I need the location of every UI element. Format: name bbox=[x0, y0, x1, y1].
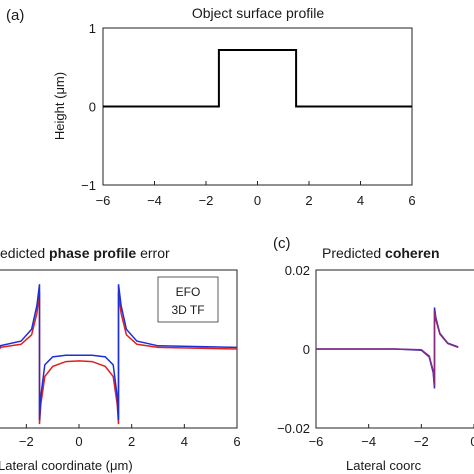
chart-a-xtick: 6 bbox=[408, 193, 415, 208]
chart-a: (a) Object surface profile Height (μm) −… bbox=[6, 5, 416, 208]
chart-b-legend-efo: EFO bbox=[176, 285, 201, 299]
chart-b-legend bbox=[157, 276, 219, 323]
chart-b-series-3d-tf bbox=[0, 292, 238, 425]
chart-c-title-part: Predicted bbox=[322, 245, 385, 261]
panel-label-c: (c) bbox=[273, 235, 291, 252]
chart-a-series-profile bbox=[103, 49, 412, 108]
chart-c-series-efo bbox=[316, 307, 459, 389]
chart-c-xtick: −6 bbox=[309, 434, 324, 449]
chart-a-title: Object surface profile bbox=[192, 5, 324, 21]
chart-c-title: Predicted coheren bbox=[322, 245, 440, 261]
chart-b-title-part-bold: phase profile bbox=[49, 245, 136, 261]
chart-c-xlabel: Lateral coorc bbox=[346, 458, 422, 473]
chart-a-ylabel: Height (μm) bbox=[52, 72, 67, 140]
chart-b-title-part: error bbox=[136, 245, 170, 261]
chart-c-xtick: −2 bbox=[414, 434, 429, 449]
chart-a-xtick: 0 bbox=[254, 193, 261, 208]
chart-c-ytick: −0.02 bbox=[277, 421, 310, 436]
chart-b-ticks bbox=[25, 424, 238, 428]
chart-b-xtick: 6 bbox=[233, 434, 240, 449]
chart-c: (c) Predicted coheren −6 −4 −2 0 0.02 0 … bbox=[273, 235, 474, 473]
chart-a-xtick: −4 bbox=[147, 193, 162, 208]
chart-b-xlabel: Lateral coordinate (μm) bbox=[0, 458, 133, 473]
chart-b-xtick: 0 bbox=[75, 434, 82, 449]
chart-c-ytick: 0 bbox=[303, 342, 310, 357]
chart-b-xtick: 4 bbox=[181, 434, 188, 449]
chart-b: edicted phase profile error −2 0 2 4 6 L… bbox=[0, 245, 241, 473]
chart-b-xtick: −2 bbox=[19, 434, 34, 449]
chart-c-series-3d-tf bbox=[316, 310, 459, 387]
chart-b-title-part: edicted bbox=[0, 245, 49, 261]
chart-a-ytick: −1 bbox=[81, 178, 96, 193]
chart-c-xtick: 0 bbox=[470, 434, 474, 449]
chart-a-xtick: −6 bbox=[96, 193, 111, 208]
chart-a-ytick: 1 bbox=[89, 21, 96, 36]
chart-a-ytick: 0 bbox=[89, 100, 96, 115]
chart-c-ytick: 0.02 bbox=[285, 263, 310, 278]
chart-a-xtick: 2 bbox=[305, 193, 312, 208]
chart-a-xtick: −2 bbox=[199, 193, 214, 208]
chart-a-xtick: 4 bbox=[357, 193, 364, 208]
chart-c-title-part-bold: coheren bbox=[385, 245, 439, 261]
chart-b-legend-3d-tf: 3D TF bbox=[171, 303, 204, 317]
panel-label-a: (a) bbox=[6, 7, 24, 24]
chart-b-xtick: 2 bbox=[128, 434, 135, 449]
chart-c-xtick: −4 bbox=[361, 434, 376, 449]
chart-b-series-efo bbox=[0, 284, 238, 421]
chart-b-title: edicted phase profile error bbox=[0, 245, 170, 261]
